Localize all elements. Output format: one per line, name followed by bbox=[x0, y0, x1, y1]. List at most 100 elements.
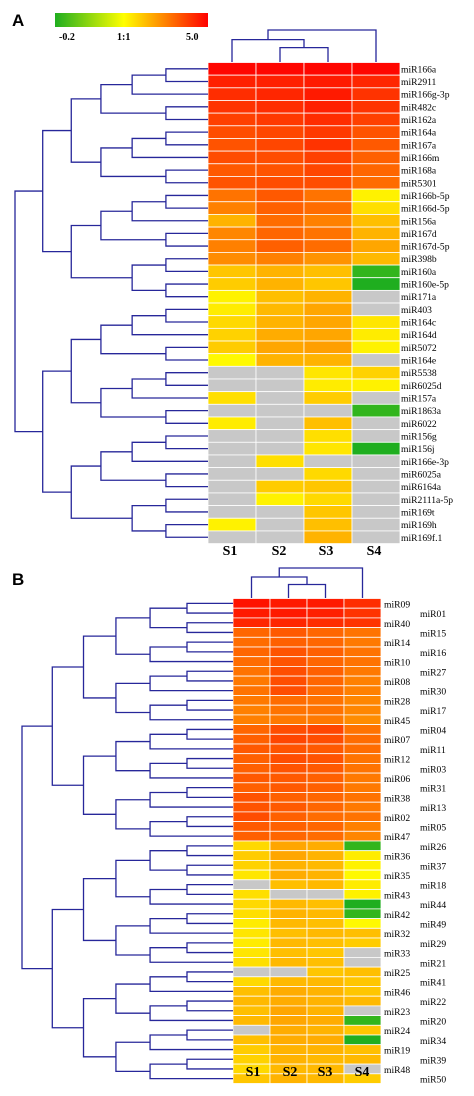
row-label: miR167a bbox=[401, 140, 437, 151]
heatmap-cell bbox=[232, 976, 271, 987]
row-dendrogram-branch bbox=[165, 131, 208, 146]
heatmap-cell bbox=[306, 743, 345, 755]
row-dendrogram-branch bbox=[51, 666, 84, 786]
heatmap-cell bbox=[306, 724, 345, 735]
heatmap-cell bbox=[207, 264, 257, 279]
row-label: miR6025a bbox=[401, 469, 442, 480]
heatmap-cell bbox=[232, 675, 271, 687]
heatmap-cell bbox=[255, 454, 305, 469]
row-label: miR06 bbox=[384, 774, 410, 785]
row-dendrogram-branch bbox=[70, 98, 101, 163]
heatmap-cell bbox=[255, 74, 305, 89]
heatmap-cell bbox=[269, 947, 308, 958]
heatmap-cell bbox=[343, 1034, 382, 1046]
row-dendrogram-branch bbox=[149, 1034, 233, 1051]
heatmap-cell bbox=[207, 163, 257, 177]
heatmap-cell bbox=[306, 947, 345, 958]
heatmap-cell bbox=[269, 675, 308, 687]
heatmap-cell bbox=[303, 327, 353, 342]
heatmap-cell bbox=[232, 627, 271, 638]
row-label: miR482c bbox=[401, 102, 436, 113]
heatmap-cell bbox=[343, 811, 382, 823]
heatmap-cell bbox=[255, 125, 305, 139]
heatmap-cell bbox=[232, 753, 271, 764]
heatmap-cell bbox=[306, 869, 345, 881]
row-label: miR08 bbox=[384, 677, 410, 688]
row-label: miR39 bbox=[420, 1055, 446, 1066]
heatmap-cell bbox=[269, 1054, 308, 1065]
heatmap-cell bbox=[255, 112, 305, 127]
heatmap-cell bbox=[351, 454, 401, 469]
heatmap-cell bbox=[207, 530, 257, 544]
heatmap-cell bbox=[343, 733, 382, 745]
heatmap-cell bbox=[306, 976, 345, 987]
heatmap-cell bbox=[255, 188, 305, 203]
heatmap-cell bbox=[303, 315, 353, 329]
heatmap-cell bbox=[207, 327, 257, 342]
heatmap-cell bbox=[255, 163, 305, 177]
heatmap-cell bbox=[269, 714, 308, 726]
heatmap-cell bbox=[232, 927, 271, 939]
heatmap-cell bbox=[351, 201, 401, 215]
heatmap-cell bbox=[269, 937, 308, 949]
row-dendrogram-branch bbox=[115, 1041, 151, 1073]
heatmap-cell bbox=[232, 763, 271, 774]
panel-b-letter: B bbox=[12, 570, 24, 589]
row-label: miR02 bbox=[384, 813, 410, 824]
column-label: S3 bbox=[318, 1065, 333, 1080]
heatmap-cell bbox=[269, 889, 308, 900]
heatmap-cell bbox=[255, 378, 305, 393]
heatmap-cell bbox=[306, 598, 345, 609]
row-label: miR43 bbox=[384, 890, 410, 901]
heatmap-cell bbox=[269, 607, 308, 619]
heatmap-cell bbox=[207, 391, 257, 405]
heatmap-cell bbox=[269, 636, 308, 648]
heatmap-cell bbox=[232, 714, 271, 726]
row-label: miR16 bbox=[420, 648, 446, 659]
row-label: miR30 bbox=[420, 687, 446, 698]
heatmap-cell bbox=[351, 74, 401, 89]
heatmap-cell bbox=[232, 995, 271, 1007]
heatmap-cell bbox=[343, 598, 382, 609]
row-label: miR169h bbox=[401, 520, 437, 531]
heatmap-cell bbox=[207, 100, 257, 114]
row-dendrogram-branch bbox=[82, 877, 116, 942]
heatmap-cell bbox=[232, 850, 271, 861]
heatmap-cell bbox=[343, 695, 382, 706]
row-label: miR171a bbox=[401, 292, 437, 303]
heatmap-cell bbox=[303, 214, 353, 228]
column-label: S2 bbox=[283, 1065, 298, 1080]
row-label: miR156a bbox=[401, 216, 437, 227]
heatmap-cell bbox=[255, 264, 305, 279]
row-label: miR36 bbox=[384, 852, 410, 863]
heatmap-cell bbox=[255, 251, 305, 266]
heatmap-cell bbox=[351, 163, 401, 177]
heatmap-cell bbox=[306, 772, 345, 784]
row-label: miR07 bbox=[384, 735, 410, 746]
heatmap-cell bbox=[351, 365, 401, 380]
heatmap-cell bbox=[207, 441, 257, 456]
color-scale-legend: -0.2 1:1 5.0 bbox=[55, 13, 208, 43]
heatmap-cell bbox=[269, 627, 308, 638]
row-dendrogram-branch bbox=[131, 504, 166, 532]
row-label: miR40 bbox=[384, 619, 410, 630]
heatmap-cell bbox=[343, 966, 382, 978]
row-dendrogram-branch bbox=[82, 755, 116, 815]
heatmap-cell bbox=[269, 763, 308, 774]
heatmap-cell bbox=[207, 138, 257, 152]
heatmap-cell bbox=[306, 617, 345, 629]
heatmap-cell bbox=[207, 340, 257, 355]
heatmap-cell bbox=[232, 695, 271, 706]
heatmap-cell bbox=[306, 675, 345, 687]
heatmap-cell bbox=[232, 743, 271, 755]
row-label: miR2111a-5p bbox=[401, 495, 453, 506]
heatmap-cell bbox=[232, 733, 271, 745]
row-dendrogram-branch bbox=[149, 733, 233, 750]
heatmap-cell bbox=[269, 743, 308, 755]
heatmap-cell bbox=[269, 753, 308, 764]
heatmap-cell bbox=[351, 112, 401, 127]
column-label: S4 bbox=[355, 1065, 370, 1080]
heatmap-cell bbox=[207, 239, 257, 253]
heatmap-cell bbox=[306, 927, 345, 939]
heatmap-cell bbox=[351, 188, 401, 203]
